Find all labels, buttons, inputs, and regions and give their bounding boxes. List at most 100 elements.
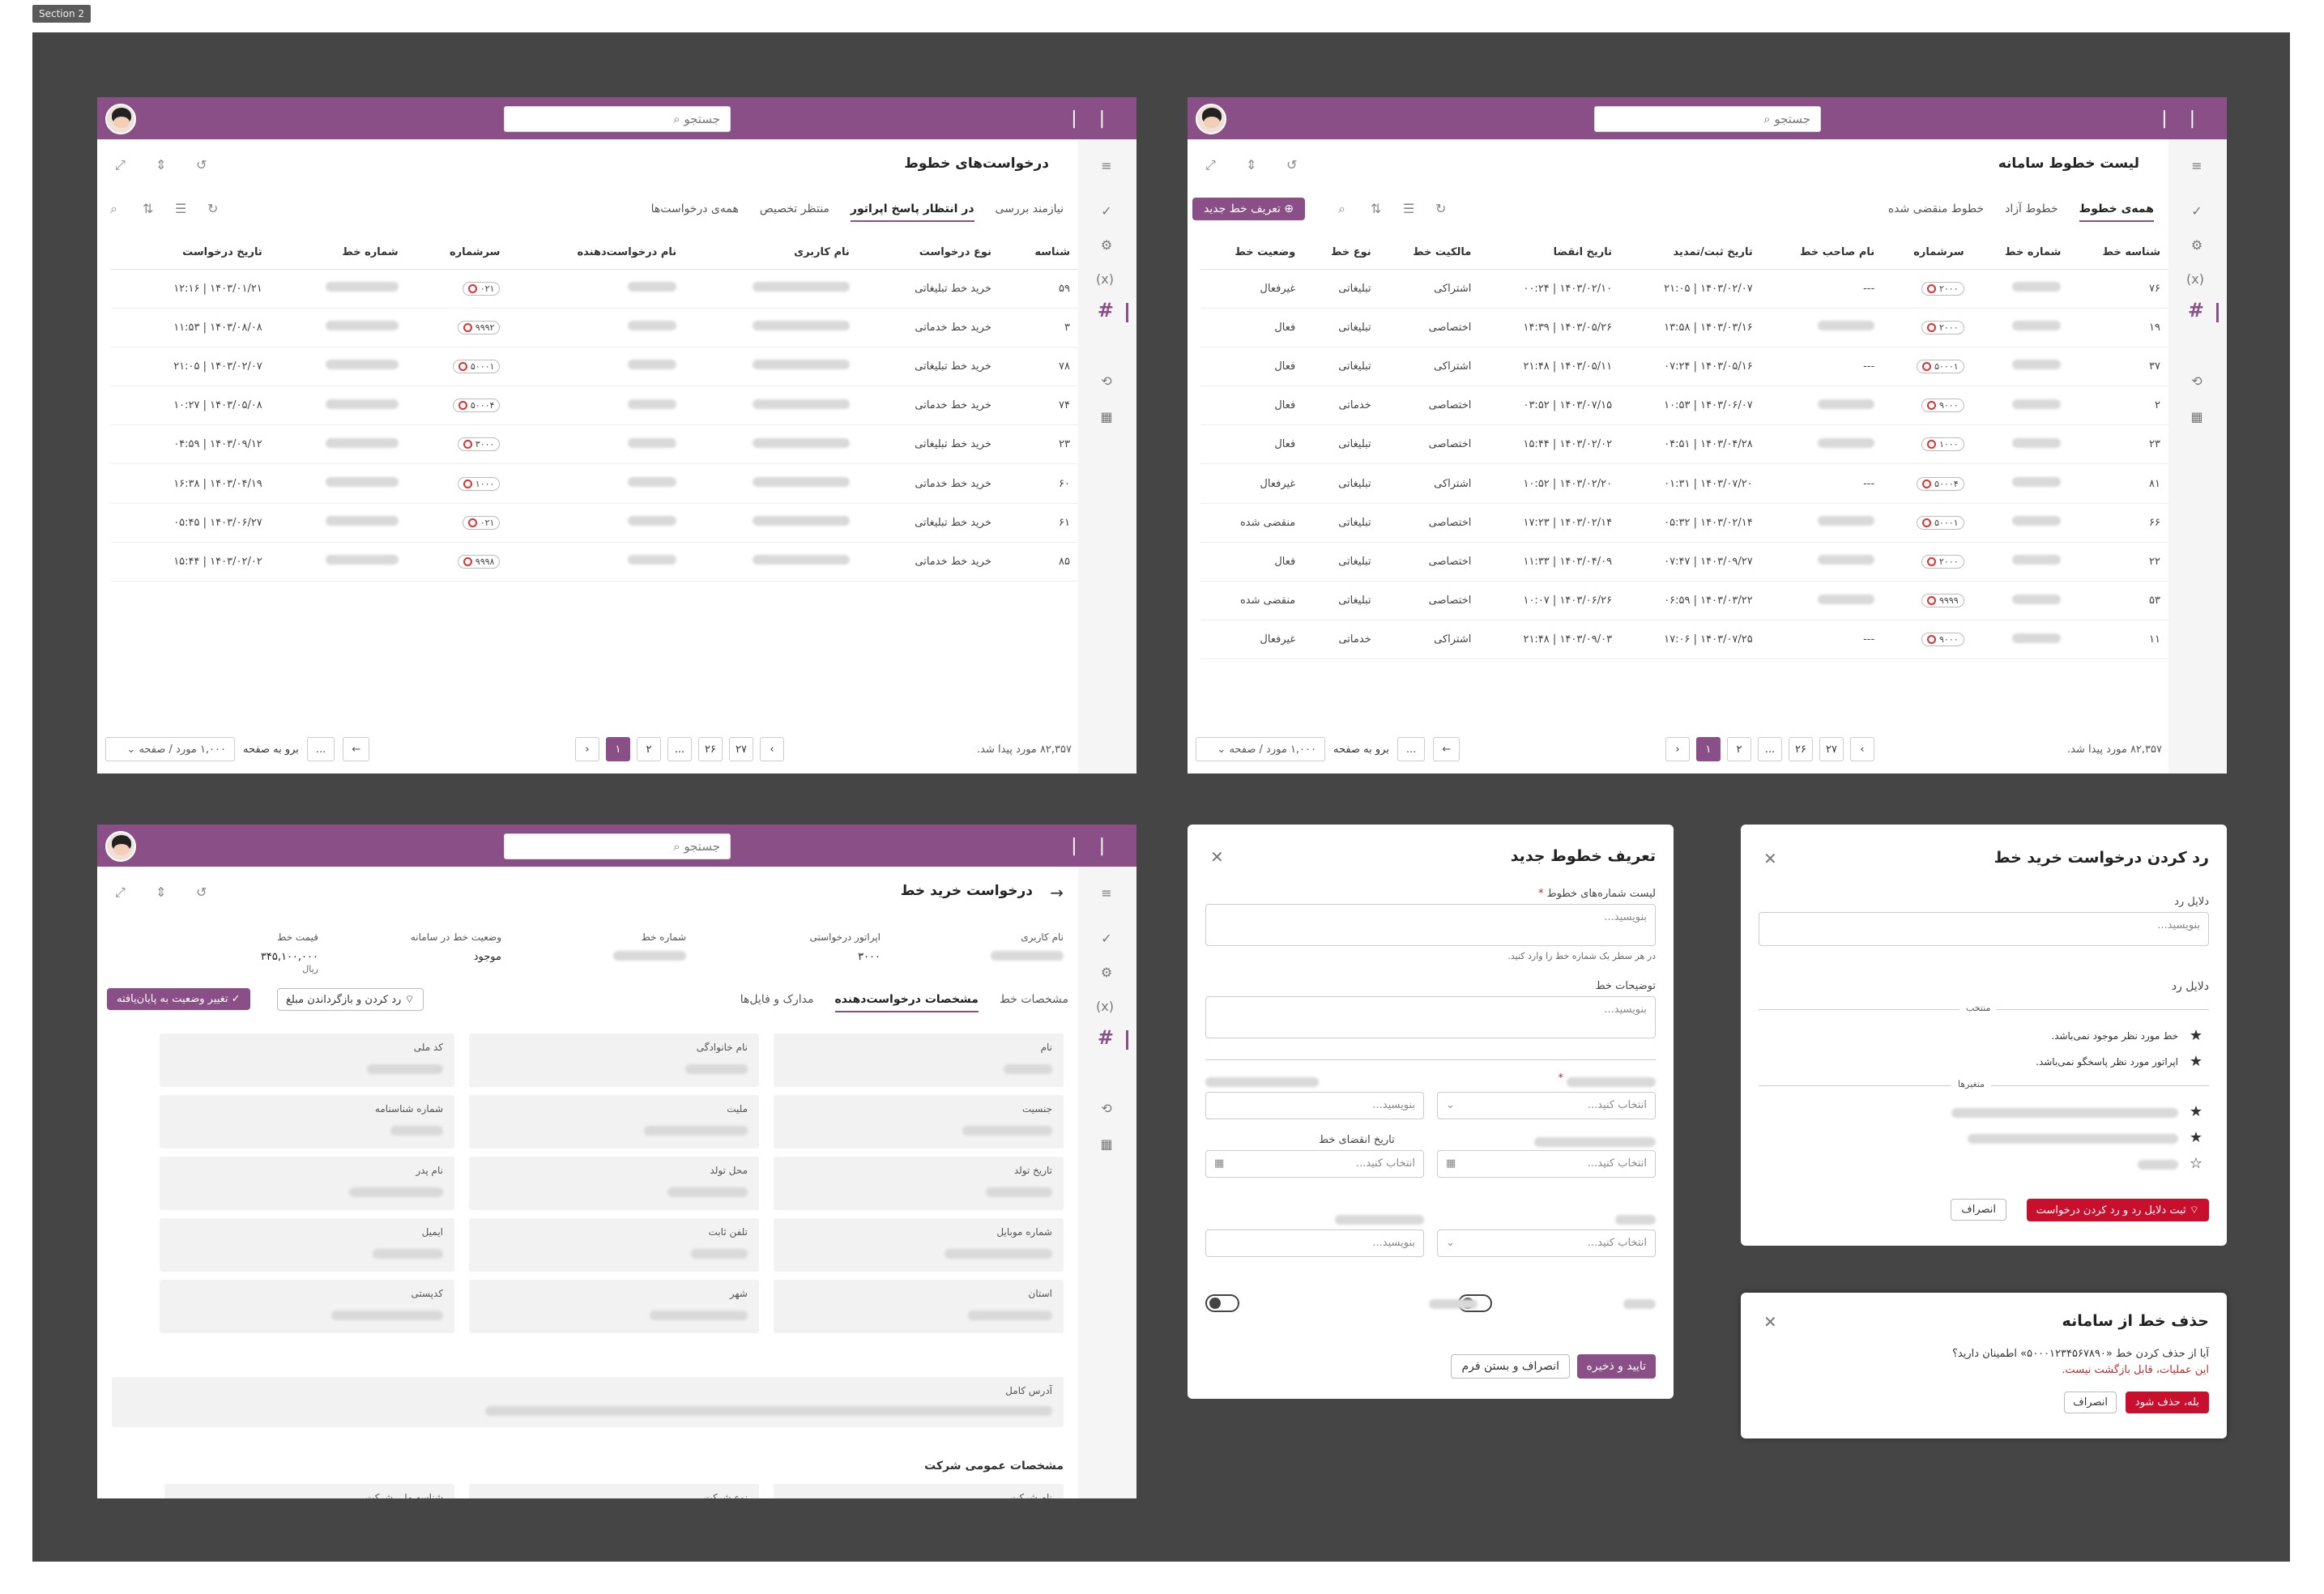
tab-requester-specs[interactable]: مشخصات درخواست‌دهنده [834, 993, 979, 1012]
star-filled-icon[interactable]: ★ [2189, 1027, 2202, 1044]
table-row[interactable]: ۶۱ خرید خط تبلیغاتی ۰۲۱ ۱۴۰۳/۰۶/۲۷ | ۰۵:۴۵ [110, 503, 1078, 543]
star-outline-icon[interactable]: ☆ [2189, 1155, 2202, 1172]
expiry-date-input[interactable]: انتخاب کنید... ▦ [1205, 1150, 1424, 1178]
expand-icon[interactable]: ⤢ [115, 884, 126, 900]
variable-icon[interactable]: (x) [2186, 271, 2204, 287]
search-input[interactable]: جستجو ⌕ [504, 106, 731, 132]
operator-number-input[interactable]: بنویسید... [1205, 1092, 1424, 1119]
tab-all-lines[interactable]: همه‌ی خطوط [2079, 202, 2154, 222]
search-input[interactable]: جستجو ⌕ [1594, 106, 1821, 132]
close-icon[interactable]: ✕ [1210, 847, 1224, 867]
private-toggle[interactable] [1205, 1294, 1239, 1312]
refresh-icon[interactable]: ↻ [1435, 201, 1447, 216]
reason-item[interactable] [2138, 1160, 2178, 1170]
expand-icon[interactable]: ⤢ [115, 157, 126, 173]
avatar[interactable] [105, 104, 136, 134]
owner-name-input[interactable]: بنویسید... [1205, 1230, 1424, 1257]
reject-refund-button[interactable]: ⌔ رد کردن و بازگرداندن مبلغ [277, 988, 424, 1011]
cancel-button[interactable]: انصراف [1951, 1199, 2006, 1221]
split-icon[interactable]: ⇕ [1246, 157, 1257, 173]
history-icon[interactable]: ↺ [1286, 157, 1298, 173]
table-row[interactable]: ۲۳ خرید خط تبلیغاتی ۳۰۰۰ ۱۴۰۳/۰۹/۱۲ | ۰۴:۵۹ [110, 424, 1078, 465]
history-icon[interactable]: ↺ [196, 884, 207, 900]
refresh-icon[interactable]: ↻ [207, 201, 219, 216]
column-header[interactable]: نام صاحب خط [1760, 237, 1883, 270]
purchase-date-input[interactable]: انتخاب کنید... ▦ [1437, 1150, 1656, 1178]
tab-awaiting-operator[interactable]: در انتظار پاسخ اپراتور [850, 202, 974, 222]
table-row[interactable]: ۲ ۹۰۰۰ ۱۴۰۳/۰۶/۰۷ | ۱۰:۵۳ ۱۴۰۳/۰۷/۱۵ | ۰۳:۵… [1200, 386, 2168, 426]
next-page-button[interactable]: › [1850, 737, 1874, 761]
page-button[interactable]: ۲۷ [729, 737, 753, 761]
per-page-select[interactable]: ۱,۰۰۰ مورد / صفحه ⌄ [1196, 737, 1325, 761]
route-icon[interactable]: ⟲ [1101, 1101, 1112, 1116]
close-icon[interactable]: ✕ [1763, 1312, 1777, 1332]
column-header[interactable]: سرشماره [406, 237, 509, 270]
sort-icon[interactable]: ⇅ [1371, 201, 1382, 216]
goto-input[interactable]: ... [1397, 737, 1426, 761]
back-arrow-icon[interactable]: → [1050, 883, 1064, 902]
search-input[interactable]: جستجو ⌕ [504, 833, 731, 859]
reason-item[interactable]: خط مورد نظر موجود نمی‌باشد. [2051, 1030, 2178, 1042]
reason-item[interactable]: اپراتور مورد نظر پاسخگو نمی‌باشد. [2036, 1056, 2178, 1068]
table-icon[interactable]: ▦ [2190, 409, 2203, 424]
new-line-button[interactable]: ⊕ تعریف خط جدید [1192, 198, 1306, 220]
page-button[interactable]: ۲ [1727, 737, 1751, 761]
column-header[interactable]: نام کاربری [684, 237, 858, 270]
description-textarea[interactable]: بنویسید... [1205, 996, 1656, 1038]
page-button[interactable]: ۱ [1696, 737, 1721, 761]
table-row[interactable]: ۶۶ ۵۰۰۰۱ ۱۴۰۳/۰۲/۱۴ | ۰۵:۳۲ ۱۴۰۳/۰۲/۱۴ | ۱۷… [1200, 503, 2168, 543]
split-icon[interactable]: ⇕ [156, 157, 167, 173]
page-button[interactable]: ۲۷ [1819, 737, 1844, 761]
table-row[interactable]: ۷۶ ۲۰۰۰ --- ۱۴۰۳/۰۲/۰۷ | ۲۱:۰۵ ۱۴۰۳/۰۲/۱۰ | … [1200, 269, 2168, 309]
hash-icon[interactable]: # [1097, 1026, 1114, 1049]
hash-icon[interactable]: # [2187, 299, 2204, 322]
table-row[interactable]: ۲۲ ۲۰۰۰ ۱۴۰۳/۰۹/۲۷ | ۰۷:۴۷ ۱۴۰۳/۰۴/۰۹ | ۱۱:… [1200, 542, 2168, 582]
route-icon[interactable]: ⟲ [2191, 373, 2202, 389]
page-button[interactable]: ۲ [637, 737, 661, 761]
tab-awaiting-allocation[interactable]: منتظر تخصیص [759, 202, 829, 215]
back-arrow-icon[interactable]: ← [343, 737, 370, 761]
table-row[interactable]: ۷۸ خرید خط تبلیغاتی ۵۰۰۰۱ ۱۴۰۳/۰۲/۰۷ | ۲۱:۰… [110, 347, 1078, 387]
table-row[interactable]: ۸۵ خرید خط خدماتی ۹۹۹۸ ۱۴۰۳/۰۲/۰۲ | ۱۵:۴۴ [110, 542, 1078, 582]
column-header[interactable]: مالکیت خط [1379, 237, 1480, 270]
per-page-select[interactable]: ۱,۰۰۰ مورد / صفحه ⌄ [105, 737, 235, 761]
reason-item[interactable] [1968, 1134, 2178, 1144]
column-header[interactable]: وضعیت خط [1200, 237, 1304, 270]
check-circle-icon[interactable]: ✓ [2191, 203, 2202, 219]
column-header[interactable]: شماره خط [270, 237, 407, 270]
column-header[interactable]: نوع خط [1303, 237, 1379, 270]
star-filled-icon[interactable]: ★ [2189, 1103, 2202, 1120]
next-page-button[interactable]: › [760, 737, 784, 761]
prev-page-button[interactable]: ‹ [575, 737, 599, 761]
table-row[interactable]: ۳ خرید خط خدماتی ۹۹۹۲ ۱۴۰۳/۰۸/۰۸ | ۱۱:۵۳ [110, 308, 1078, 347]
page-button[interactable]: ... [1758, 737, 1782, 761]
table-row[interactable]: ۲۳ ۱۰۰۰ ۱۴۰۳/۰۴/۲۸ | ۰۴:۵۱ ۱۴۰۳/۰۲/۰۲ | ۱۵:… [1200, 424, 2168, 465]
table-row[interactable]: ۱۹ ۲۰۰۰ ۱۴۰۳/۰۳/۱۶ | ۱۳:۵۸ ۱۴۰۳/۰۵/۲۶ | ۱۴:… [1200, 308, 2168, 347]
page-button[interactable]: ۲۶ [1789, 737, 1813, 761]
finish-status-button[interactable]: ✓ تغییر وضعیت به پایان‌یافته [107, 988, 250, 1010]
column-header[interactable]: تاریخ ثبت/تمدید [1620, 237, 1761, 270]
table-row[interactable]: ۱۱ ۹۰۰۰ --- ۱۴۰۳/۰۷/۲۵ | ۱۷:۰۶ ۱۴۰۳/۰۹/۰۳ | … [1200, 620, 2168, 660]
tab-all-requests[interactable]: همه‌ی درخواست‌ها [650, 202, 739, 215]
route-icon[interactable]: ⟲ [1101, 373, 1112, 389]
check-circle-icon[interactable]: ✓ [1101, 203, 1112, 219]
column-header[interactable]: تاریخ انقضا [1479, 237, 1621, 270]
history-icon[interactable]: ↺ [196, 157, 207, 173]
table-row[interactable]: ۷۴ خرید خط خدماتی ۵۰۰۰۴ ۱۴۰۳/۰۵/۰۸ | ۱۰:۲۷ [110, 386, 1078, 426]
menu-icon[interactable]: ≡ [1101, 158, 1112, 173]
tab-needs-review[interactable]: نیازمند بررسی [995, 202, 1064, 215]
variable-icon[interactable]: (x) [1096, 999, 1114, 1014]
save-button[interactable]: تایید و ذخیره [1576, 1354, 1656, 1379]
variable-icon[interactable]: (x) [1096, 271, 1114, 287]
page-button[interactable]: ... [667, 737, 692, 761]
goto-input[interactable]: ... [306, 737, 335, 761]
column-header[interactable]: شماره خط [1972, 237, 2070, 270]
numbers-textarea[interactable]: بنویسید... [1205, 904, 1656, 946]
settings-icon[interactable]: ⚙ [1100, 237, 1113, 253]
column-header[interactable]: شناسه خط [2069, 237, 2168, 270]
star-filled-icon[interactable]: ★ [2189, 1129, 2202, 1146]
table-row[interactable]: ۶۰ خرید خط خدماتی ۱۰۰۰ ۱۴۰۳/۰۴/۱۹ | ۱۶:۳۸ [110, 463, 1078, 504]
column-header[interactable]: نام درخواست‌دهنده [508, 237, 685, 270]
cancel-button[interactable]: انصراف و بستن فرم [1451, 1354, 1570, 1379]
reason-item[interactable] [1951, 1108, 2178, 1118]
